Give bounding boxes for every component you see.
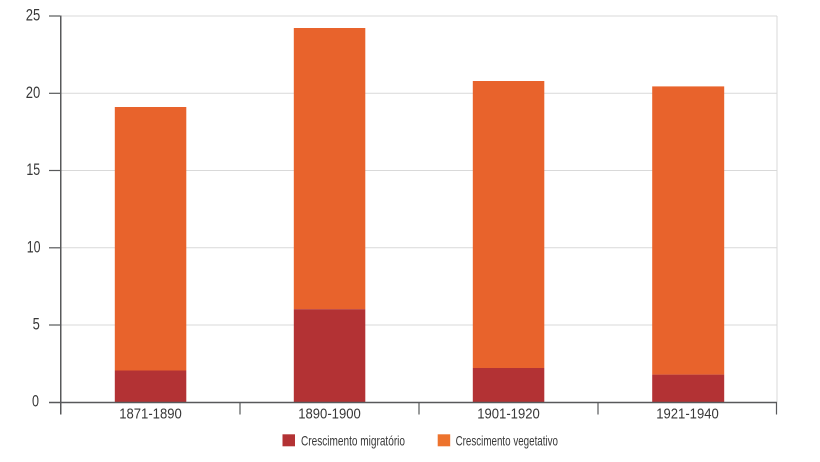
svg-text:10: 10 xyxy=(27,238,41,256)
svg-text:Crescimento vegetativo: Crescimento vegetativo xyxy=(456,433,559,448)
svg-text:1901-1920: 1901-1920 xyxy=(477,407,540,423)
svg-text:5: 5 xyxy=(33,316,40,334)
svg-text:1871-1890: 1871-1890 xyxy=(119,407,182,423)
svg-text:Crescimento migratório: Crescimento migratório xyxy=(301,433,405,448)
svg-text:0: 0 xyxy=(32,393,39,411)
svg-text:25: 25 xyxy=(26,7,41,25)
svg-text:15: 15 xyxy=(26,161,40,179)
svg-text:20: 20 xyxy=(26,84,41,102)
svg-text:1921-1940: 1921-1940 xyxy=(656,407,719,423)
svg-text:1890-1900: 1890-1900 xyxy=(298,407,361,423)
